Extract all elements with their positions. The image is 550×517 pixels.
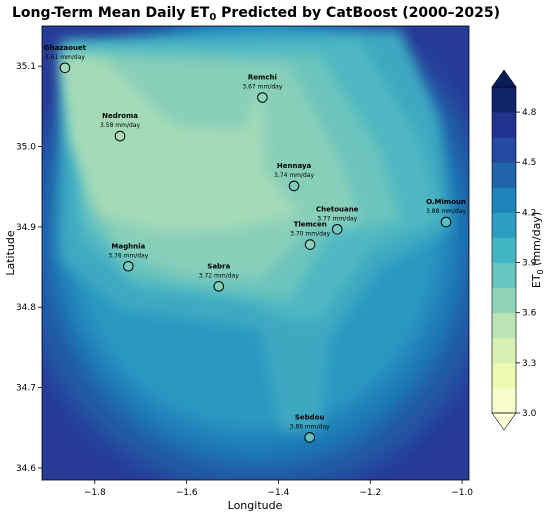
- station-value: 3.77 mm/day: [317, 215, 357, 222]
- station-point[interactable]: [304, 239, 316, 250]
- y-tick-label: 35.0: [16, 143, 36, 153]
- colorbar-tick-label: 3.9: [522, 259, 537, 269]
- colorbar-tick-label: 4.5: [522, 158, 536, 168]
- colorbar-band: [492, 212, 516, 238]
- station-value: 3.61 mm/day: [45, 54, 85, 61]
- x-axis-label: Longitude: [228, 499, 283, 512]
- station-name: Hennaya: [277, 162, 312, 170]
- x-tick-label: −1.2: [359, 488, 381, 498]
- colorbar-band: [492, 287, 516, 314]
- colorbar-band: [492, 337, 516, 364]
- colorbar-band: [492, 312, 516, 339]
- colorbar: 3.0 3.3 3.6 3.9 4.2 4.5 4.8 ET0 (mm/day): [491, 69, 545, 431]
- station-name: Sebdou: [295, 413, 325, 421]
- colorbar-tick-label: 4.2: [522, 208, 536, 218]
- station-value: 3.70 mm/day: [290, 231, 330, 238]
- colorbar-tick-label: 4.8: [522, 108, 537, 118]
- y-tick-label: 34.8: [16, 303, 36, 313]
- plot-frame: [41, 25, 470, 481]
- station-point[interactable]: [114, 130, 126, 142]
- station-marker[interactable]: Ghazaouet 3.61 mm/day: [44, 44, 87, 74]
- colorbar-extend-min: [491, 412, 517, 431]
- station-name: Sabra: [207, 262, 230, 270]
- colorbar-band: [492, 387, 516, 414]
- colorbar-band: [492, 162, 516, 188]
- station-name: Chetouane: [316, 205, 359, 213]
- station-name: Maghnia: [111, 242, 145, 250]
- station-value: 3.67 mm/day: [242, 84, 282, 91]
- colorbar-band: [492, 87, 516, 113]
- station-value: 3.72 mm/day: [199, 272, 239, 279]
- station-point[interactable]: [213, 281, 225, 292]
- station-point[interactable]: [331, 223, 343, 235]
- colorbar-tick-label: 3.0: [522, 409, 537, 419]
- colorbar-band: [492, 112, 516, 138]
- station-point[interactable]: [288, 180, 300, 192]
- station-point[interactable]: [123, 260, 134, 272]
- x-tick-label: −1.8: [84, 488, 106, 498]
- contour-field: [42, 26, 469, 480]
- station-name: Nedroma: [102, 112, 138, 120]
- colorbar-tick-label: 3.3: [522, 359, 536, 369]
- colorbar-band: [492, 237, 516, 264]
- x-tick-label: −1.6: [176, 488, 198, 498]
- station-point[interactable]: [440, 216, 452, 228]
- station-value: 3.76 mm/day: [108, 252, 148, 259]
- station-point[interactable]: [257, 92, 268, 103]
- station-marker[interactable]: Hennaya 3.74 mm/day: [274, 162, 315, 192]
- colorbar-ticks: 3.0 3.3 3.6 3.9 4.2 4.5 4.8: [516, 108, 537, 419]
- station-marker[interactable]: Maghnia 3.76 mm/day: [108, 242, 149, 272]
- x-tick-label: −1.0: [451, 488, 473, 498]
- x-axis-ticks: −1.8 −1.6 −1.4 −1.2 −1.0: [84, 480, 473, 498]
- y-tick-label: 34.9: [16, 223, 36, 233]
- station-name: Tlemcen: [294, 221, 327, 229]
- colorbar-frame: [491, 86, 517, 414]
- colorbar-band: [492, 262, 516, 289]
- station-marker[interactable]: O.Mimoun 3.88 mm/day: [426, 198, 466, 228]
- x-tick-label: −1.4: [268, 488, 290, 498]
- station-value: 3.74 mm/day: [274, 172, 314, 179]
- station-marker[interactable]: Sabra 3.72 mm/day: [199, 262, 239, 292]
- colorbar-band: [492, 362, 516, 389]
- y-tick-label: 34.6: [16, 464, 36, 474]
- y-tick-label: 35.1: [16, 62, 36, 72]
- colorbar-extend-max: [491, 69, 517, 88]
- station-marker[interactable]: Sebdou 3.86 mm/day: [290, 413, 330, 443]
- station-point[interactable]: [304, 432, 315, 443]
- colorbar-tick-label: 3.6: [522, 309, 537, 319]
- colorbar-bands: [492, 87, 516, 414]
- y-tick-label: 34.7: [16, 384, 36, 394]
- station-name: Remchi: [248, 74, 277, 82]
- station-name: O.Mimoun: [426, 198, 466, 206]
- station-point[interactable]: [59, 62, 71, 74]
- station-value: 3.88 mm/day: [426, 208, 466, 215]
- colorbar-band: [492, 137, 516, 163]
- y-axis-label: Latitude: [4, 230, 17, 276]
- y-axis-ticks: 34.6 34.7 34.8 34.9 35.0 35.1: [16, 62, 42, 474]
- station-marker[interactable]: Chetouane 3.77 mm/day: [316, 205, 359, 235]
- contour-band-inner: [60, 55, 300, 232]
- colorbar-label: ET0 (mm/day): [530, 212, 545, 288]
- station-name: Ghazaouet: [44, 44, 87, 52]
- station-value: 3.58 mm/day: [100, 122, 140, 129]
- chart-title: Long-Term Mean Daily ET0 Predicted by Ca…: [12, 5, 500, 23]
- colorbar-band: [492, 187, 516, 213]
- station-marker[interactable]: Remchi 3.67 mm/day: [242, 74, 283, 103]
- station-marker[interactable]: Tlemcen 3.70 mm/day: [290, 221, 331, 250]
- stations: Ghazaouet 3.61 mm/day Nedroma 3.58 mm/day Re…: [44, 44, 466, 443]
- station-marker[interactable]: Nedroma 3.58 mm/day: [100, 112, 141, 142]
- station-value: 3.86 mm/day: [290, 423, 330, 430]
